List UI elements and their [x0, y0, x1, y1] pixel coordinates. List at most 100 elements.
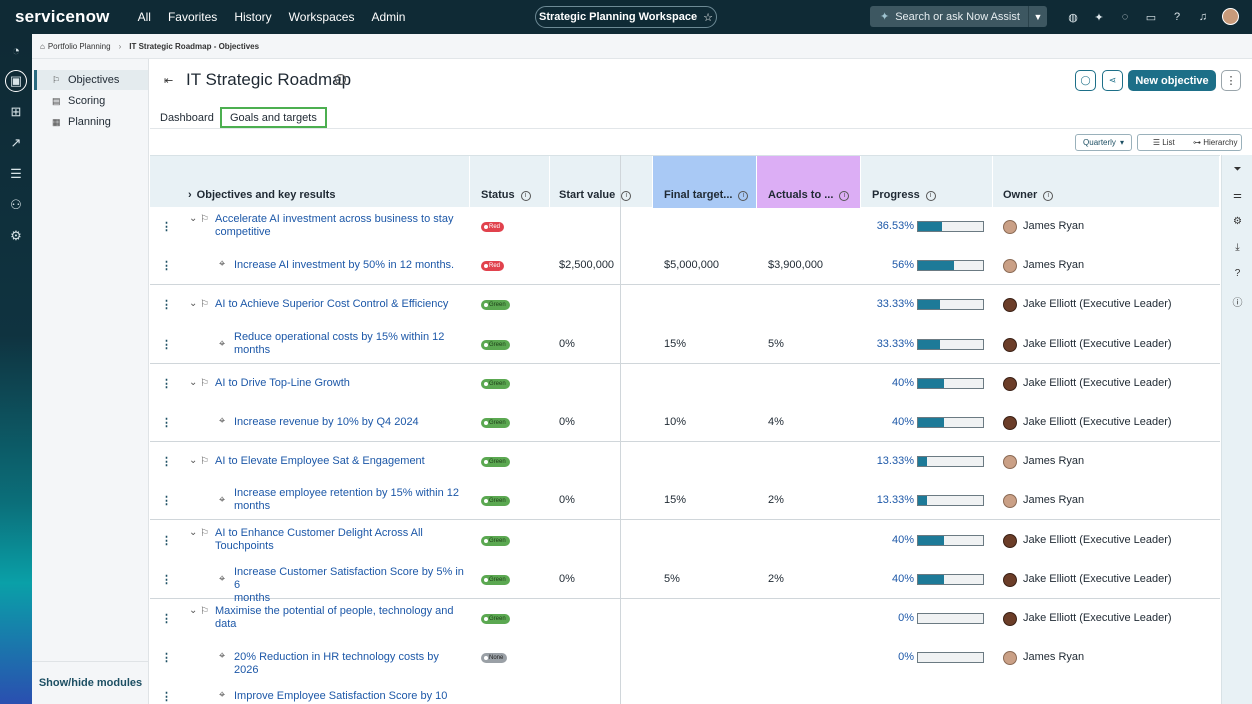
- objective-link[interactable]: AI to Elevate Employee Sat & Engagement: [215, 455, 455, 468]
- objective-link[interactable]: AI to Enhance Customer Delight Across Al…: [215, 527, 455, 553]
- tab-dashboard[interactable]: Dashboard: [160, 111, 214, 124]
- sidenav-item-planning[interactable]: ▦ Planning: [34, 112, 148, 132]
- row-actions-kebab-icon[interactable]: ⋮: [161, 260, 172, 273]
- sidenav-item-scoring[interactable]: ▤ Scoring: [34, 91, 148, 111]
- owner-name[interactable]: James Ryan: [1023, 220, 1085, 232]
- sidenav-item-objectives[interactable]: ⚐ Objectives: [34, 70, 148, 90]
- progress-percent[interactable]: 13.33%: [876, 494, 914, 507]
- help-icon[interactable]: ?: [1173, 11, 1181, 23]
- list-icon[interactable]: ☰: [10, 166, 22, 181]
- info-icon[interactable]: i: [839, 191, 850, 201]
- help-icon[interactable]: ?: [1234, 268, 1241, 279]
- collapse-chevron-icon[interactable]: ⌄: [189, 605, 198, 616]
- key-result-row[interactable]: ⋮ ⌖ Increase Customer Satisfaction Score b…: [150, 560, 1220, 604]
- progress-percent[interactable]: 33.33%: [876, 337, 914, 350]
- objective-row[interactable]: ⋮ ⌄ ⚐ AI to Drive Top-Line Growth Green 40% Ja…: [150, 364, 1220, 403]
- row-actions-kebab-icon[interactable]: ⋮: [161, 338, 172, 351]
- owner-name[interactable]: James Ryan: [1023, 651, 1085, 664]
- chat-icon[interactable]: ◌: [1121, 11, 1129, 23]
- key-result-row[interactable]: ⋮ ⌖ Increase AI investment by 50% in 12 mo…: [150, 246, 1220, 286]
- info-icon[interactable]: i: [925, 191, 936, 201]
- info-icon[interactable]: i: [520, 191, 531, 201]
- portfolio-briefcase-icon[interactable]: ▣: [5, 70, 27, 92]
- owner-name[interactable]: James Ryan: [1023, 455, 1085, 468]
- info-icon[interactable]: ⓘ: [1232, 298, 1243, 309]
- owner-name[interactable]: Jake Elliott (Executive Leader): [1023, 533, 1172, 546]
- row-actions-kebab-icon[interactable]: ⋮: [161, 456, 172, 469]
- row-actions-kebab-icon[interactable]: ⋮: [161, 691, 172, 704]
- owner-name[interactable]: Jake Elliott (Executive Leader): [1023, 376, 1172, 389]
- row-actions-kebab-icon[interactable]: ⋮: [161, 652, 172, 665]
- key-result-link[interactable]: Increase AI investment by 50% in 12 mont…: [234, 259, 464, 272]
- key-result-link[interactable]: Increase employee retention by 15% withi…: [234, 487, 464, 513]
- tab-goals-and-targets[interactable]: Goals and targets: [220, 107, 327, 128]
- progress-percent[interactable]: 36.53%: [876, 220, 914, 232]
- key-result-row[interactable]: ⋮ ⌖ Improve Employee Satisfaction Score by…: [150, 677, 1220, 704]
- new-objective-button[interactable]: New objective: [1128, 70, 1216, 91]
- nav-admin[interactable]: Admin: [371, 10, 406, 24]
- globe-icon[interactable]: ◍: [1068, 11, 1078, 24]
- column-header-progress[interactable]: Progress i: [861, 156, 993, 208]
- key-result-link[interactable]: 20% Reduction in HR technology costs by …: [234, 651, 464, 677]
- info-icon[interactable]: i: [335, 74, 346, 85]
- nav-history[interactable]: History: [234, 10, 272, 24]
- comment-button[interactable]: ◯: [1075, 70, 1096, 91]
- favorite-star-icon[interactable]: ☆: [703, 11, 713, 24]
- download-icon[interactable]: ⤓: [1235, 242, 1240, 253]
- row-actions-kebab-icon[interactable]: ⋮: [161, 613, 172, 625]
- progress-percent[interactable]: 56%: [891, 259, 914, 272]
- inbox-icon[interactable]: ▭: [1145, 11, 1157, 24]
- settings-gear-icon[interactable]: ⚙: [10, 228, 22, 243]
- progress-percent[interactable]: 33.33%: [876, 298, 914, 311]
- filter-icon[interactable]: ⏷: [1233, 164, 1242, 175]
- key-result-row[interactable]: ⋮ ⌖ Increase revenue by 10% by Q4 2024 Gree…: [150, 403, 1220, 442]
- info-icon[interactable]: i: [621, 191, 632, 201]
- info-icon[interactable]: i: [1043, 191, 1054, 201]
- owner-name[interactable]: James Ryan: [1023, 259, 1085, 272]
- progress-percent[interactable]: 40%: [891, 376, 914, 389]
- show-hide-modules-button[interactable]: Show/hide modules: [32, 661, 149, 704]
- owner-name[interactable]: Jake Elliott (Executive Leader): [1023, 612, 1172, 624]
- hierarchy-view-button[interactable]: ⊶ Hierarchy: [1193, 138, 1238, 147]
- owner-name[interactable]: Jake Elliott (Executive Leader): [1023, 337, 1172, 350]
- column-settings-icon[interactable]: ⚌: [1233, 190, 1242, 201]
- notifications-bell-icon[interactable]: ♫: [1198, 11, 1208, 23]
- breadcrumb-parent[interactable]: Portfolio Planning: [47, 41, 111, 51]
- people-icon[interactable]: ⚇: [10, 197, 22, 212]
- key-result-link[interactable]: Improve Employee Satisfaction Score by 1…: [234, 690, 464, 704]
- collapse-chevron-icon[interactable]: ⌄: [189, 455, 198, 467]
- collapse-panel-icon[interactable]: ⇤: [164, 75, 174, 87]
- settings-gear-icon[interactable]: ⚙: [1233, 216, 1242, 227]
- key-result-link[interactable]: Reduce operational costs by 15% within 1…: [234, 331, 464, 357]
- objective-link[interactable]: Maximise the potential of people, techno…: [215, 605, 455, 631]
- info-icon[interactable]: i: [738, 191, 749, 201]
- column-header-actuals[interactable]: Actuals to ... i: [757, 156, 861, 208]
- list-view-button[interactable]: ☰ List: [1152, 138, 1175, 147]
- progress-percent[interactable]: 40%: [891, 533, 914, 546]
- owner-name[interactable]: James Ryan: [1023, 494, 1085, 507]
- column-header-objectives[interactable]: › Objectives and key results: [150, 156, 470, 208]
- nav-workspaces[interactable]: Workspaces: [288, 10, 355, 24]
- row-actions-kebab-icon[interactable]: ⋮: [161, 377, 172, 390]
- objective-row[interactable]: ⋮ ⌄ ⚐ AI to Enhance Customer Delight Across…: [150, 521, 1220, 560]
- nav-favorites[interactable]: Favorites: [167, 10, 218, 24]
- progress-percent[interactable]: 40%: [891, 572, 914, 585]
- collapse-chevron-icon[interactable]: ⌄: [189, 376, 198, 388]
- objective-link[interactable]: Accelerate AI investment across business…: [215, 213, 455, 239]
- expand-all-chevron-icon[interactable]: ›: [188, 189, 192, 201]
- period-select[interactable]: Quarterly ▾: [1075, 134, 1132, 151]
- chart-line-icon[interactable]: ↗: [10, 135, 22, 150]
- row-actions-kebab-icon[interactable]: ⋮: [161, 495, 172, 508]
- user-avatar[interactable]: [1222, 8, 1239, 25]
- collapse-chevron-icon[interactable]: ⌄: [189, 526, 198, 538]
- objective-link[interactable]: AI to Achieve Superior Cost Control & Ef…: [215, 298, 455, 311]
- progress-percent[interactable]: 40%: [891, 416, 914, 428]
- owner-name[interactable]: Jake Elliott (Executive Leader): [1023, 416, 1172, 428]
- nav-all[interactable]: All: [137, 10, 151, 24]
- global-search-input[interactable]: ✦ Search or ask Now Assist: [870, 6, 1028, 27]
- lightbulb-icon[interactable]: ◔: [12, 42, 20, 58]
- collapse-chevron-icon[interactable]: ⌄: [189, 298, 198, 310]
- servicenow-logo[interactable]: servicenow: [15, 7, 110, 26]
- sparkle-icon[interactable]: ✦: [1094, 11, 1104, 24]
- column-header-final-target[interactable]: Final target... i: [653, 156, 757, 208]
